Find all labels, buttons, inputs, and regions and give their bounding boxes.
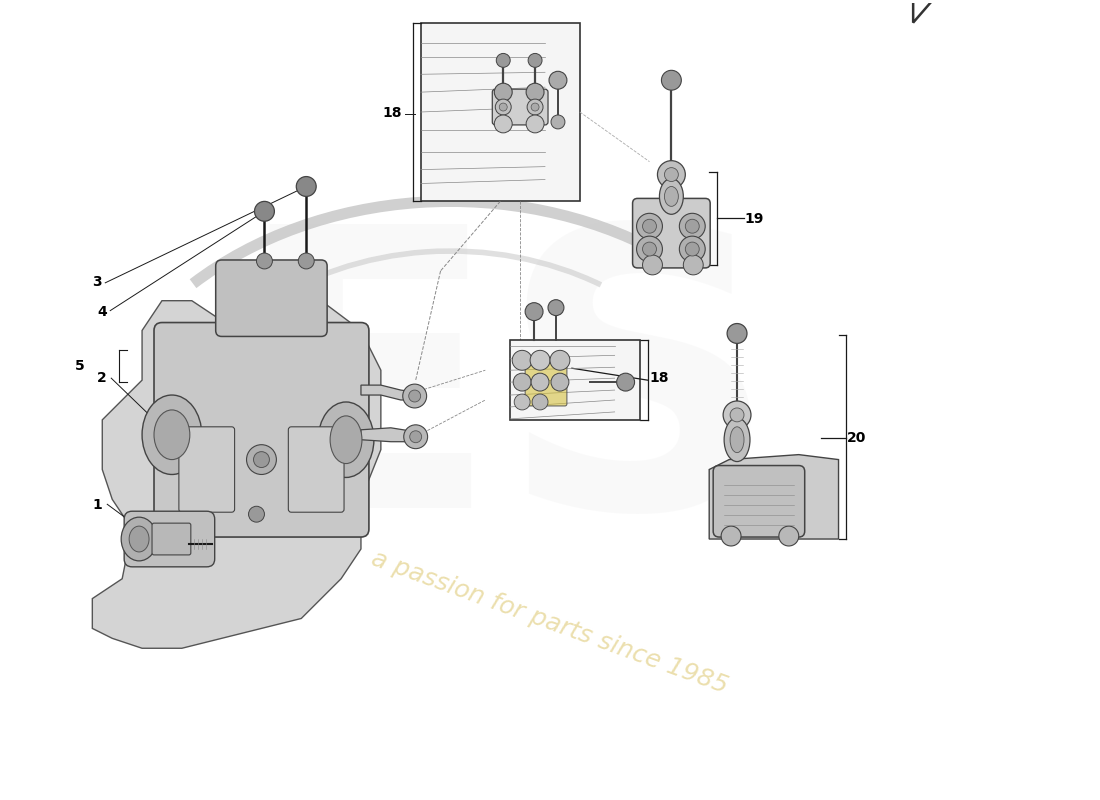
Polygon shape [510,341,639,420]
Text: a passion for parts since 1985: a passion for parts since 1985 [368,546,732,698]
Circle shape [685,219,700,233]
Circle shape [642,242,657,256]
Circle shape [723,401,751,429]
Ellipse shape [318,402,374,478]
Polygon shape [361,428,419,442]
Text: ES: ES [233,211,779,589]
Circle shape [298,253,315,269]
Text: 3: 3 [92,274,102,289]
FancyBboxPatch shape [152,523,190,555]
Text: 18: 18 [383,106,403,120]
Circle shape [526,83,544,101]
Circle shape [680,214,705,239]
Circle shape [683,255,703,275]
Circle shape [664,168,679,182]
Text: 5: 5 [75,359,85,374]
Circle shape [617,373,635,391]
Circle shape [526,115,544,133]
FancyBboxPatch shape [216,260,327,337]
Circle shape [495,99,512,115]
Text: 19: 19 [744,212,763,226]
FancyBboxPatch shape [154,322,368,537]
FancyBboxPatch shape [124,511,214,567]
Text: 18: 18 [649,371,669,385]
Polygon shape [710,454,838,539]
Circle shape [551,373,569,391]
Circle shape [499,103,507,111]
Circle shape [550,350,570,370]
Circle shape [409,390,420,402]
Circle shape [256,253,273,269]
Circle shape [525,302,543,321]
Circle shape [661,70,681,90]
Circle shape [549,71,566,89]
Ellipse shape [659,178,683,214]
Circle shape [403,384,427,408]
Circle shape [528,54,542,67]
Circle shape [531,103,539,111]
Circle shape [680,236,705,262]
Circle shape [730,408,744,422]
Circle shape [253,452,270,467]
Circle shape [409,430,421,442]
Ellipse shape [142,395,201,474]
FancyBboxPatch shape [179,427,234,512]
Circle shape [530,350,550,370]
Circle shape [296,177,316,197]
Circle shape [249,506,264,522]
Circle shape [685,242,700,256]
Circle shape [637,214,662,239]
Circle shape [727,323,747,343]
Text: 1: 1 [92,498,102,512]
Circle shape [514,394,530,410]
FancyBboxPatch shape [632,198,711,268]
Circle shape [254,202,274,222]
Ellipse shape [664,186,679,206]
Polygon shape [420,22,580,202]
FancyBboxPatch shape [525,362,566,406]
Circle shape [246,445,276,474]
Circle shape [494,83,513,101]
Circle shape [722,526,741,546]
Circle shape [637,236,662,262]
Polygon shape [361,385,418,400]
Ellipse shape [129,526,149,552]
Circle shape [642,255,662,275]
Circle shape [527,99,543,115]
Circle shape [494,115,513,133]
Circle shape [531,373,549,391]
Circle shape [551,115,565,129]
Ellipse shape [724,418,750,462]
Circle shape [532,394,548,410]
Text: 4: 4 [97,305,107,318]
FancyBboxPatch shape [713,466,805,537]
Circle shape [642,219,657,233]
Circle shape [514,373,531,391]
Circle shape [658,161,685,189]
Ellipse shape [730,427,744,453]
Ellipse shape [121,517,157,561]
Circle shape [779,526,799,546]
Text: 2: 2 [97,371,107,385]
FancyBboxPatch shape [493,89,548,125]
Ellipse shape [330,416,362,463]
FancyBboxPatch shape [288,427,344,512]
Polygon shape [92,301,381,648]
Circle shape [404,425,428,449]
Text: 20: 20 [847,430,866,445]
Circle shape [496,54,510,67]
Circle shape [513,350,532,370]
Ellipse shape [154,410,190,459]
Circle shape [548,300,564,315]
